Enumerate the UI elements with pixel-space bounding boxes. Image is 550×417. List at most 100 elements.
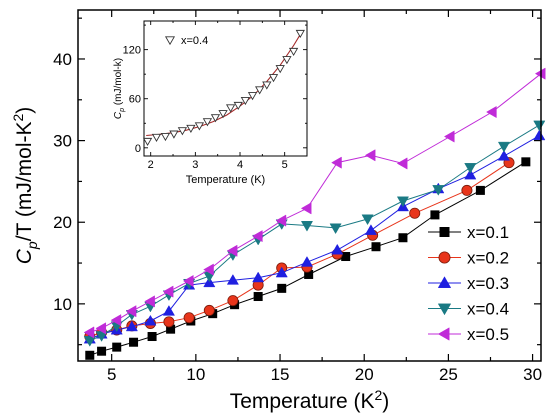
legend-marker [439, 227, 450, 237]
inset-legend-item: x=0.4 [164, 35, 208, 47]
data-point [203, 304, 215, 316]
inset-data-point [233, 101, 243, 111]
data-point [371, 242, 381, 252]
inset-x-axis-label: Temperature (K) [186, 174, 265, 186]
inset-data-point [210, 114, 221, 123]
data-point [110, 314, 122, 327]
data-point [277, 283, 287, 293]
inset-data-point [282, 56, 292, 65]
data-point [329, 223, 342, 235]
data-point [112, 342, 122, 352]
series-x=0.5 [83, 67, 546, 339]
y-axis-label-end: ) [13, 107, 36, 114]
data-point [533, 120, 546, 132]
y-tick-label: 40 [53, 50, 72, 69]
y-axis-label-main: C [13, 248, 36, 264]
data-point [226, 244, 238, 257]
inset-y-tick-label: 0 [135, 143, 141, 155]
data-point [144, 295, 155, 308]
inset-data-point [240, 97, 251, 106]
data-point [486, 105, 497, 119]
inset-data-point [268, 74, 279, 83]
inset-y-label-text: (mJ/mol-k) [113, 58, 124, 108]
y-tick-label: 20 [53, 213, 72, 232]
inset-data-point [194, 122, 205, 131]
data-point [341, 252, 351, 262]
data-point [97, 346, 107, 356]
data-point [162, 285, 174, 298]
data-point [166, 324, 176, 334]
y-axis-label-text: /T (mJ/mol-K [13, 122, 36, 242]
data-point [300, 256, 314, 267]
inset-y-tick-label: 120 [123, 45, 141, 57]
inset-data-point [169, 130, 179, 139]
inset-data-point [218, 110, 228, 119]
data-point [432, 185, 445, 196]
legend-marker [437, 303, 452, 316]
data-point [331, 156, 342, 169]
inset-data-point [275, 65, 285, 74]
data-point [300, 202, 312, 215]
y-tick-label: 30 [53, 132, 72, 151]
x-axis-label-text: Temperature (K [230, 390, 375, 413]
x-axis-label-sup: 2 [374, 387, 382, 403]
data-point [300, 221, 314, 232]
data-point [183, 312, 195, 324]
data-point [85, 350, 95, 360]
data-point [361, 214, 374, 226]
data-point [464, 168, 477, 180]
data-point [125, 320, 138, 332]
x-tick-label: 30 [523, 365, 542, 384]
inset-x-tick-label: 2 [148, 159, 154, 171]
data-point [275, 214, 287, 227]
inset-y-label-sub: p [119, 108, 126, 113]
data-point [163, 316, 175, 328]
x-axis-label-end: ) [382, 390, 389, 413]
legend-marker [437, 327, 450, 341]
data-point [430, 210, 440, 220]
legend-item: x=0.4 [428, 300, 509, 319]
data-point [83, 326, 95, 339]
x-tick-label: 25 [439, 365, 458, 384]
data-point [396, 157, 408, 170]
x-tick-label: 20 [355, 365, 374, 384]
x-axis-label: Temperature (K2) [230, 387, 390, 413]
inset-data-point [295, 29, 305, 39]
legend-label: x=0.5 [467, 325, 509, 344]
data-point [475, 185, 485, 195]
data-point [464, 163, 477, 174]
data-point [331, 243, 344, 255]
data-point [252, 271, 265, 283]
y-axis-label-sup: 2 [10, 114, 26, 122]
data-point [364, 224, 378, 235]
inset-legend-marker [164, 36, 176, 46]
data-point [275, 266, 288, 278]
data-point [252, 230, 263, 243]
inset-data-point [225, 104, 236, 113]
inset-data-point [142, 137, 153, 147]
inset-data-point [202, 118, 213, 127]
data-point [125, 305, 137, 318]
legend-label: x=0.3 [467, 274, 509, 293]
data-point [95, 322, 107, 335]
x-tick-label: 10 [186, 365, 205, 384]
legend-item: x=0.3 [428, 274, 509, 293]
plot-frame [77, 9, 542, 362]
legend-label: x=0.1 [467, 223, 509, 242]
legend-item: x=0.5 [428, 325, 509, 344]
data-point [461, 184, 473, 196]
legend-marker [437, 276, 452, 288]
y-axis-label: Cp/T (mJ/mol-K2) [10, 107, 40, 265]
inset-data-point [160, 133, 171, 142]
inset-y-label-main: C [113, 111, 124, 119]
inset-data-point [151, 133, 162, 142]
data-point [144, 314, 157, 326]
legend-item: x=0.1 [428, 223, 509, 242]
series-x=0.2 [84, 157, 515, 343]
y-tick-label: 10 [53, 295, 72, 314]
inset-x-tick-label: 4 [237, 159, 243, 171]
data-point [533, 129, 546, 141]
data-point [147, 332, 157, 342]
data-point [203, 263, 214, 276]
